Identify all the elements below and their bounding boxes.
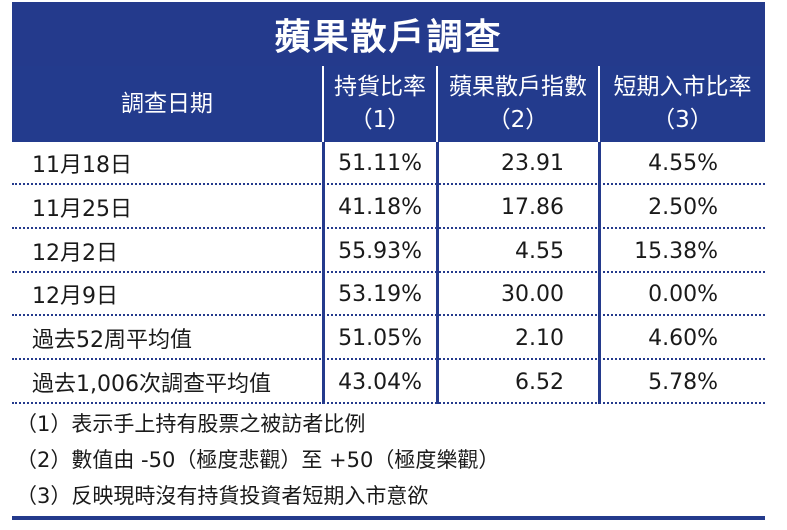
cell-holding: 43.04% [338,369,422,395]
cell-index: 6.52 [515,369,564,395]
header-retail-index-label: 蘋果散戶指數 [449,74,587,100]
header-holding-ratio-note: （1） [349,107,411,133]
footnote: （2）數值由 -50（極度悲觀）至 +50（極度樂觀） [16,448,500,472]
header-divider [436,66,438,142]
cell-index: 17.86 [501,194,564,220]
cell-index: 23.91 [501,150,564,176]
header-divider [322,66,324,142]
cell-index: 2.10 [515,325,564,351]
survey-table: 蘋果散戶調查 調查日期 持貨比率 （1） 蘋果散戶指數 （2） 短期入市比率 （… [12,0,765,530]
table-row: 過去1,006次調查平均值 43.04% 6.52 5.78% [12,361,765,404]
cell-short-term: 15.38% [634,238,718,264]
cell-short-term: 0.00% [648,281,718,307]
header-holding-ratio-label: 持貨比率 [334,74,426,100]
cell-short-term: 4.55% [648,150,718,176]
cell-date: 過去52周平均值 [32,328,192,353]
header-survey-date-label: 調查日期 [121,90,213,117]
cell-holding: 53.19% [338,281,422,307]
cell-index: 30.00 [501,281,564,307]
column-divider [436,142,439,404]
header-short-term-ratio-label: 短期入市比率 [613,74,752,100]
cell-holding: 51.11% [338,150,422,176]
cell-holding: 55.93% [338,238,422,264]
cell-date: 11月18日 [32,153,132,178]
cell-holding: 41.18% [338,194,422,220]
cell-short-term: 2.50% [648,194,718,220]
table-row: 11月25日 41.18% 17.86 2.50% [12,186,765,229]
header-short-term-ratio: 短期入市比率 （3） [600,66,765,142]
bottom-rule [12,516,765,520]
cell-date: 12月2日 [32,241,118,266]
footnote: （3）反映現時沒有持貨投資者短期入市意欲 [16,484,429,508]
column-divider [598,142,601,404]
cell-short-term: 5.78% [648,369,718,395]
header-retail-index: 蘋果散戶指數 （2） [438,66,598,142]
table-row: 12月2日 55.93% 4.55 15.38% [12,230,765,273]
column-divider [322,142,325,404]
table-header: 調查日期 持貨比率 （1） 蘋果散戶指數 （2） 短期入市比率 （3） [12,66,765,142]
header-divider [598,66,600,142]
cell-holding: 51.05% [338,325,422,351]
header-retail-index-note: （2） [487,107,549,133]
table-row: 12月9日 53.19% 30.00 0.00% [12,273,765,316]
header-survey-date: 調查日期 [12,66,322,142]
cell-short-term: 4.60% [648,325,718,351]
cell-date: 過去1,006次調查平均值 [32,372,271,397]
cell-date: 12月9日 [32,284,118,309]
cell-index: 4.55 [515,238,564,264]
header-short-term-ratio-note: （3） [652,107,713,133]
footnote: （1）表示手上持有股票之被訪者比例 [16,412,366,436]
table-title: 蘋果散戶調查 [12,2,765,66]
header-holding-ratio: 持貨比率 （1） [324,66,436,142]
table-row: 過去52周平均值 51.05% 2.10 4.60% [12,317,765,360]
table-row: 11月18日 51.11% 23.91 4.55% [12,142,765,185]
cell-date: 11月25日 [32,197,132,222]
